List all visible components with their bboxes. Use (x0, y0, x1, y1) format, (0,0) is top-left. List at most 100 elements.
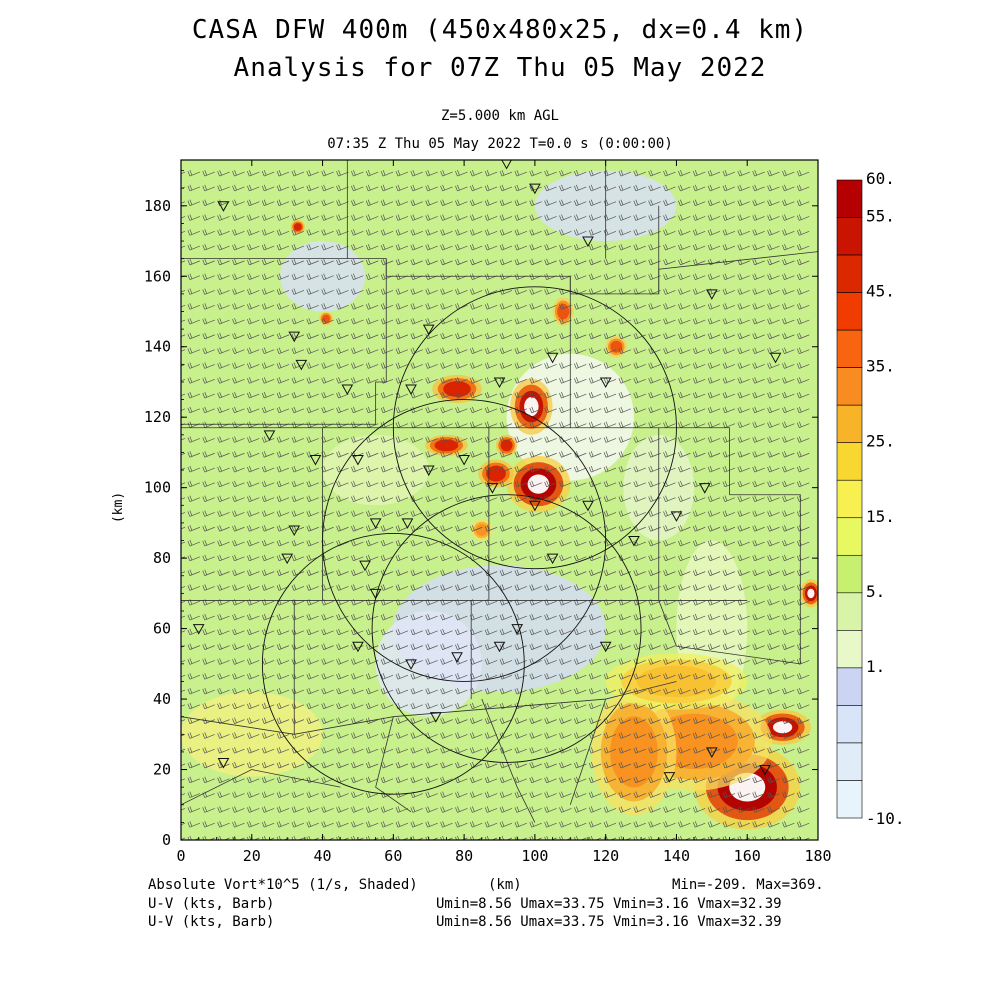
wind-barb (202, 169, 215, 177)
wind-barb (737, 539, 750, 547)
wind-barb (529, 362, 542, 369)
wind-barb (365, 480, 379, 488)
wind-barb (633, 317, 646, 325)
wind-barb (648, 791, 661, 798)
wind-barb (603, 421, 617, 428)
wind-barb (796, 776, 810, 784)
wind-barb (722, 451, 736, 458)
wind-barb (767, 717, 780, 724)
wind-barb (351, 495, 364, 502)
wind-barb (663, 584, 676, 591)
station-marker (369, 588, 382, 600)
wind-barb (306, 199, 319, 207)
wind-barb (261, 702, 275, 710)
wind-barb (469, 199, 483, 207)
wind-barb (514, 303, 527, 310)
range-ring (392, 286, 677, 570)
wind-barb (722, 347, 736, 354)
wind-barb (663, 554, 676, 562)
wind-barb (782, 702, 795, 710)
wind-barb (187, 362, 200, 369)
wind-barb (276, 539, 290, 547)
wind-barb (722, 673, 736, 680)
wind-barb (767, 687, 780, 695)
wind-barb (782, 451, 795, 458)
wind-barb (187, 539, 200, 547)
wind-barb (648, 747, 661, 754)
wind-barb (187, 273, 200, 281)
wind-barb (678, 525, 691, 532)
wind-barb (365, 214, 379, 221)
wind-barb (633, 347, 646, 354)
wind-barb (499, 451, 513, 458)
wind-barb (692, 525, 706, 532)
wind-barb (455, 332, 468, 340)
wind-barb (782, 288, 795, 295)
wind-barb (246, 687, 260, 695)
wind-barb (261, 776, 275, 784)
wind-barb (678, 791, 691, 798)
wind-barb (752, 184, 765, 192)
wind-barb (722, 643, 736, 650)
wind-barb (514, 776, 527, 784)
wind-barb (261, 732, 275, 739)
wind-barb (246, 510, 260, 517)
wind-barb (752, 214, 765, 221)
wind-barb (276, 658, 290, 665)
wind-barb (529, 747, 542, 754)
wind-barb (351, 406, 364, 414)
wind-barb (395, 821, 409, 828)
barb2-stats: Umin=8.56 Umax=33.75 Vmin=3.16 Vmax=32.3… (436, 914, 782, 930)
wind-barb (588, 702, 602, 710)
wind-barb (469, 821, 483, 828)
wind-barb (291, 806, 305, 813)
wind-barb (796, 303, 810, 310)
wind-barb (618, 628, 632, 636)
wind-barb (440, 169, 453, 177)
wind-barb (291, 214, 305, 221)
wind-barb (722, 584, 736, 591)
wind-barb (573, 273, 587, 281)
wind-barb (544, 613, 557, 621)
wind-barb (276, 554, 290, 562)
wind-barb (202, 687, 215, 695)
wind-barb (336, 332, 349, 340)
wind-barb (261, 332, 275, 340)
wind-barb (440, 303, 453, 310)
wind-barb (796, 169, 810, 177)
wind-barb (261, 761, 275, 769)
wind-barb (336, 791, 349, 798)
wind-barb (232, 717, 245, 724)
wind-barb (246, 391, 260, 399)
wind-barb (380, 539, 394, 547)
wind-barb (246, 643, 260, 650)
wind-barb (573, 761, 587, 769)
wind-barb (692, 628, 706, 636)
station-marker (341, 384, 354, 396)
wind-barb (663, 199, 676, 207)
wind-barb (692, 465, 706, 473)
wind-barb (276, 569, 290, 576)
wind-barb (410, 451, 423, 458)
wind-barb (707, 332, 721, 340)
wind-barb (217, 643, 230, 650)
wind-barb (603, 347, 617, 354)
wind-barb (618, 436, 632, 443)
wind-barb (767, 510, 780, 517)
colorbar-label: 1. (866, 657, 885, 676)
wind-barb (499, 717, 513, 724)
wind-barb (737, 628, 750, 636)
wind-barb (573, 258, 587, 266)
wind-barb (722, 465, 736, 473)
wind-barb (455, 480, 468, 488)
wind-barb (395, 510, 409, 517)
wind-barb (246, 169, 260, 177)
wind-barb (633, 569, 646, 576)
wind-barb (678, 584, 691, 591)
wind-barb (529, 421, 542, 428)
wind-barb (648, 761, 661, 769)
wind-barb (514, 480, 527, 488)
wind-barb (529, 569, 542, 576)
wind-barb (767, 243, 780, 251)
